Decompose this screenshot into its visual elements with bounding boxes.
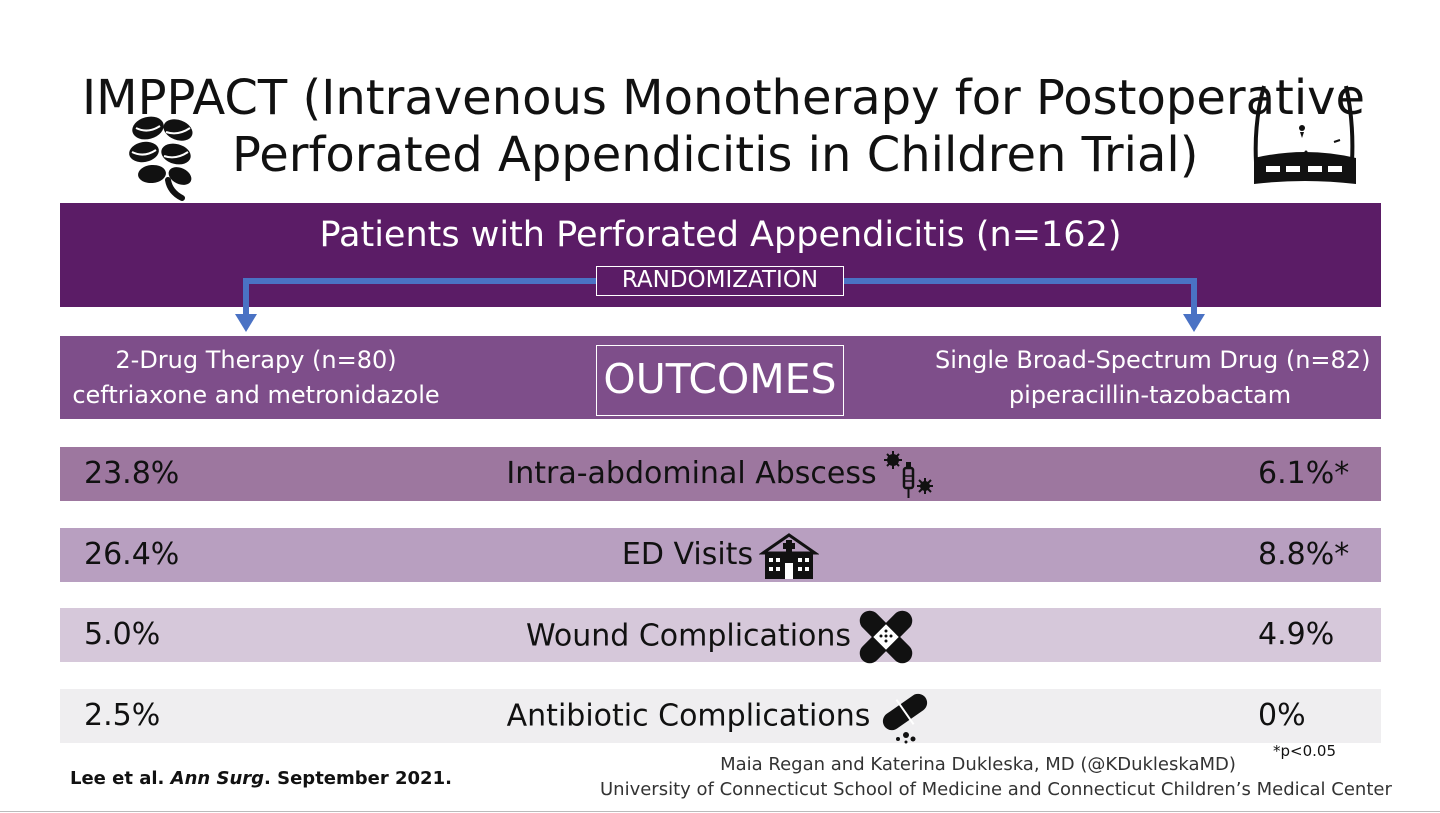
pill-icon	[883, 693, 928, 744]
left-arm-value: 2.5%	[84, 698, 161, 733]
right-arm-value: 6.1%*	[1258, 456, 1350, 491]
title-line-2: Perforated Appendicitis in Children Tria…	[232, 127, 1199, 183]
bandage-icon	[859, 610, 913, 664]
outcome-row-ed-visits: 26.4% ED Visits 8.8%*	[60, 528, 1381, 582]
outcome-label: Antibiotic Complications	[506, 698, 871, 734]
left-arm-name: 2-Drug Therapy (n=80)	[115, 346, 397, 374]
outcome-label: Wound Complications	[525, 618, 852, 654]
abscess-icon	[883, 450, 933, 498]
left-arm-value: 23.8%	[84, 456, 180, 491]
citation-journal: Ann Surg	[170, 768, 265, 789]
randomization-label: RANDOMIZATION	[596, 266, 844, 296]
left-arm-value: 26.4%	[84, 537, 180, 572]
citation-authors: Lee et al.	[70, 768, 171, 789]
treatment-arms-band	[60, 336, 1381, 419]
hospital-icon	[759, 532, 820, 579]
outcomes-label: OUTCOMES	[596, 345, 844, 416]
right-arm-drugs: piperacillin-tazobactam	[1008, 381, 1292, 409]
outcome-row-wound: 5.0% Wound Complications 4.9%	[60, 608, 1381, 664]
appendix-icon	[129, 116, 193, 201]
right-arm-value: 8.8%*	[1258, 537, 1350, 572]
bottom-divider	[0, 811, 1440, 812]
left-arm-value: 5.0%	[84, 617, 161, 652]
citation-date: . September 2021.	[264, 768, 452, 789]
abdomen-icon	[1253, 85, 1356, 184]
right-arm-value: 4.9%	[1258, 617, 1335, 652]
significance-footnote: *p<0.05	[1273, 742, 1336, 760]
population-label: Patients with Perforated Appendicitis (n…	[319, 215, 1122, 255]
outcome-row-abscess: 23.8% Intra-abdominal Abscess 6.1%*	[60, 447, 1381, 501]
institution-credit: University of Connecticut School of Medi…	[600, 779, 1392, 800]
citation: Lee et al. Ann Surg. September 2021.	[70, 768, 452, 789]
right-arm-name: Single Broad-Spectrum Drug (n=82)	[935, 346, 1371, 374]
title-line-1: IMPPACT (Intravenous Monotherapy for Pos…	[82, 70, 1366, 126]
right-arm-value: 0%	[1258, 698, 1306, 733]
outcome-row-antibiotic: 2.5% Antibiotic Complications 0%	[60, 689, 1381, 744]
author-credit: Maia Regan and Katerina Dukleska, MD (@K…	[720, 754, 1236, 775]
outcome-label: Intra-abdominal Abscess	[506, 456, 877, 491]
outcome-label: ED Visits	[621, 537, 754, 572]
left-arm-drugs: ceftriaxone and metronidazole	[72, 381, 440, 409]
